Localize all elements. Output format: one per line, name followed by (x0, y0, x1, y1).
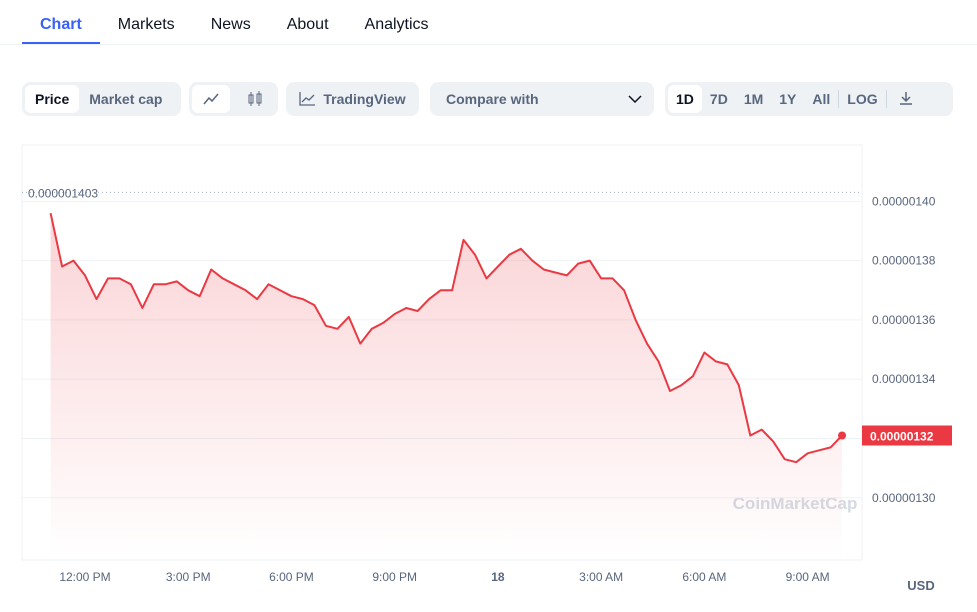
divider (0, 44, 977, 45)
y-tick-label: 0.00000136 (872, 313, 936, 327)
area (50, 213, 843, 560)
line-style-button[interactable] (192, 85, 230, 113)
price-badge-label: 0.00000132 (870, 430, 934, 444)
download-icon (899, 91, 912, 105)
market-cap-button[interactable]: Market cap (89, 91, 163, 107)
tradingview-button[interactable]: TradingView (286, 82, 419, 116)
x-tick-label: 18 (491, 570, 505, 584)
chart-style-toggle (189, 82, 278, 116)
compare-label: Compare with (446, 91, 539, 107)
x-tick-label: 3:00 PM (166, 570, 211, 584)
line-icon (203, 93, 219, 105)
chevron (628, 95, 642, 103)
range-button[interactable]: 1M (743, 91, 764, 107)
watermark: CoinMarketCap (733, 494, 858, 513)
price-button[interactable]: Price (25, 85, 80, 113)
y-tick-label: 0.00000138 (872, 254, 936, 268)
x-tick-label: 3:00 AM (579, 570, 623, 584)
candle-icon (248, 91, 262, 106)
y-tick-label: 0.00000140 (872, 194, 936, 208)
metric-toggle: Price Market cap (22, 82, 181, 116)
range-button[interactable]: 1D (668, 85, 702, 113)
range-button[interactable]: 7D (709, 91, 728, 107)
last-point (838, 431, 847, 440)
tab[interactable]: News (210, 16, 251, 33)
price-line (49, 212, 843, 464)
tv-icon (299, 92, 316, 106)
tab[interactable]: About (286, 16, 329, 33)
y-tick-label: 0.00000130 (872, 491, 936, 505)
range-toggle: 1D 7D 1M 1Y All LOG (665, 82, 953, 116)
x-tick-label: 9:00 AM (786, 570, 830, 584)
divider (838, 90, 840, 108)
tab-bar: Chart Markets News About Analytics (22, 0, 447, 44)
download-button[interactable] (887, 85, 925, 114)
max-label: 0.000001403 (28, 186, 98, 200)
tab[interactable]: Chart (22, 0, 100, 44)
x-tick-label: 6:00 AM (682, 570, 726, 584)
plot-frame (21, 144, 863, 561)
divider (885, 90, 887, 108)
price-badge (862, 425, 952, 446)
compare-dropdown[interactable]: Compare with (430, 82, 654, 116)
tab[interactable]: Analytics (364, 16, 429, 33)
x-tick-label: 9:00 PM (372, 570, 417, 584)
y-tick-label: 0.00000134 (872, 372, 936, 386)
tab[interactable]: Markets (117, 16, 175, 33)
y-tick-label: 0.00000132 (872, 431, 936, 445)
candle-style-button[interactable] (236, 85, 274, 113)
range-button[interactable]: All (812, 91, 831, 107)
currency: USD (907, 578, 934, 593)
x-tick-label: 6:00 PM (269, 570, 314, 584)
log-button[interactable]: LOG (847, 91, 878, 107)
x-tick-label: 12:00 PM (59, 570, 110, 584)
range-button[interactable]: 1Y (779, 91, 797, 107)
tradingview-label: TradingView (323, 91, 406, 107)
